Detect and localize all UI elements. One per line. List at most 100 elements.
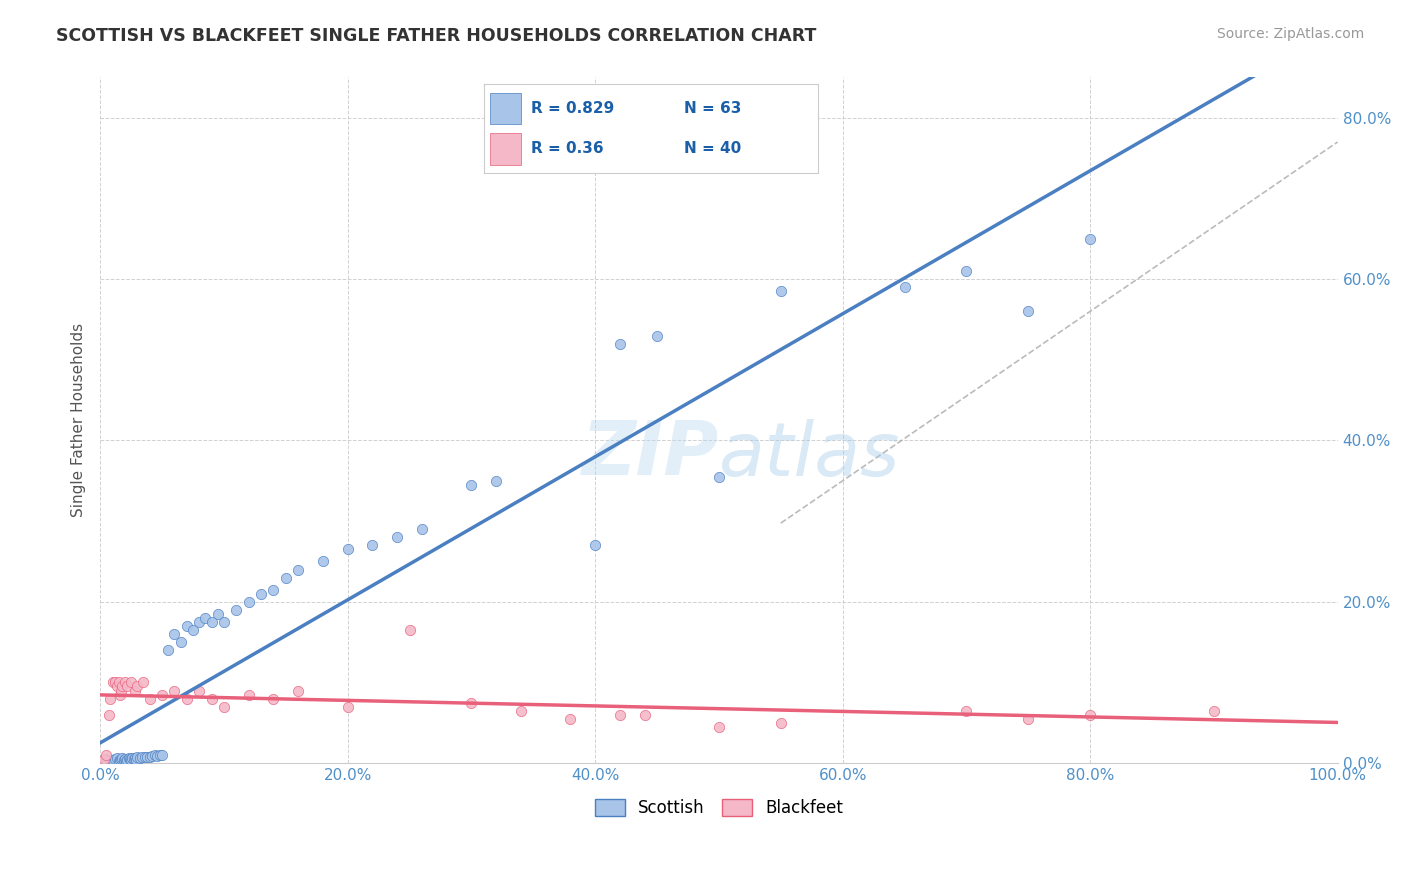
Point — [207, 607, 229, 621]
Point — [141, 748, 163, 763]
Point — [163, 627, 186, 641]
Point — [893, 280, 915, 294]
Point — [136, 750, 159, 764]
Point — [93, 752, 115, 766]
Point — [148, 747, 170, 762]
Point — [1017, 712, 1039, 726]
Point — [274, 571, 297, 585]
Point — [176, 619, 198, 633]
Y-axis label: Single Father Households: Single Father Households — [72, 323, 86, 517]
Point — [124, 751, 146, 765]
Point — [108, 753, 131, 767]
Point — [128, 751, 150, 765]
Point — [398, 623, 420, 637]
Point — [157, 643, 180, 657]
Point — [955, 264, 977, 278]
Point — [194, 611, 217, 625]
Point — [1078, 707, 1101, 722]
Point — [117, 751, 139, 765]
Point — [104, 752, 127, 766]
Point — [609, 707, 631, 722]
Point — [200, 691, 222, 706]
Point — [250, 587, 273, 601]
Point — [101, 753, 124, 767]
Point — [460, 478, 482, 492]
Point — [114, 675, 136, 690]
Point — [212, 699, 235, 714]
Point — [485, 474, 508, 488]
Point — [138, 749, 160, 764]
Point — [188, 683, 211, 698]
Point — [96, 752, 118, 766]
Point — [96, 747, 118, 762]
Point — [361, 538, 384, 552]
Point — [336, 699, 359, 714]
Point — [1202, 704, 1225, 718]
Point — [955, 704, 977, 718]
Point — [134, 749, 156, 764]
Point — [212, 615, 235, 629]
Point — [107, 680, 129, 694]
Point — [111, 751, 134, 765]
Point — [112, 753, 135, 767]
Point — [111, 680, 134, 694]
Point — [107, 751, 129, 765]
Point — [176, 691, 198, 706]
Point — [163, 683, 186, 698]
Point — [707, 720, 730, 734]
Point — [101, 675, 124, 690]
Point — [127, 680, 149, 694]
Point — [238, 595, 260, 609]
Point — [411, 522, 433, 536]
Text: Source: ZipAtlas.com: Source: ZipAtlas.com — [1216, 27, 1364, 41]
Point — [150, 688, 173, 702]
Point — [200, 615, 222, 629]
Point — [460, 696, 482, 710]
Point — [120, 753, 142, 767]
Point — [115, 754, 138, 768]
Point — [117, 753, 139, 767]
Point — [98, 754, 121, 768]
Point — [583, 538, 606, 552]
Point — [385, 530, 408, 544]
Point — [124, 683, 146, 698]
Text: atlas: atlas — [718, 418, 900, 491]
Point — [117, 680, 139, 694]
Point — [560, 712, 582, 726]
Point — [108, 688, 131, 702]
Point — [125, 753, 148, 767]
Point — [120, 675, 142, 690]
Legend: Scottish, Blackfeet: Scottish, Blackfeet — [588, 792, 849, 823]
Point — [609, 336, 631, 351]
Point — [104, 675, 127, 690]
Point — [169, 635, 191, 649]
Point — [181, 623, 204, 637]
Point — [1078, 232, 1101, 246]
Point — [312, 554, 335, 568]
Point — [188, 615, 211, 629]
Point — [97, 707, 120, 722]
Point — [132, 675, 155, 690]
Point — [769, 284, 792, 298]
Point — [138, 691, 160, 706]
Point — [645, 328, 668, 343]
Point — [118, 752, 141, 766]
Point — [769, 715, 792, 730]
Point — [121, 751, 143, 765]
Point — [110, 683, 132, 698]
Point — [107, 754, 129, 768]
Point — [131, 750, 153, 764]
Point — [1017, 304, 1039, 318]
Point — [262, 691, 284, 706]
Point — [287, 683, 309, 698]
Point — [633, 707, 655, 722]
Point — [114, 752, 136, 766]
Text: SCOTTISH VS BLACKFEET SINGLE FATHER HOUSEHOLDS CORRELATION CHART: SCOTTISH VS BLACKFEET SINGLE FATHER HOUS… — [56, 27, 817, 45]
Text: ZIP: ZIP — [582, 418, 718, 491]
Point — [110, 752, 132, 766]
Point — [146, 748, 169, 763]
Point — [127, 750, 149, 764]
Point — [707, 469, 730, 483]
Point — [150, 747, 173, 762]
Point — [238, 688, 260, 702]
